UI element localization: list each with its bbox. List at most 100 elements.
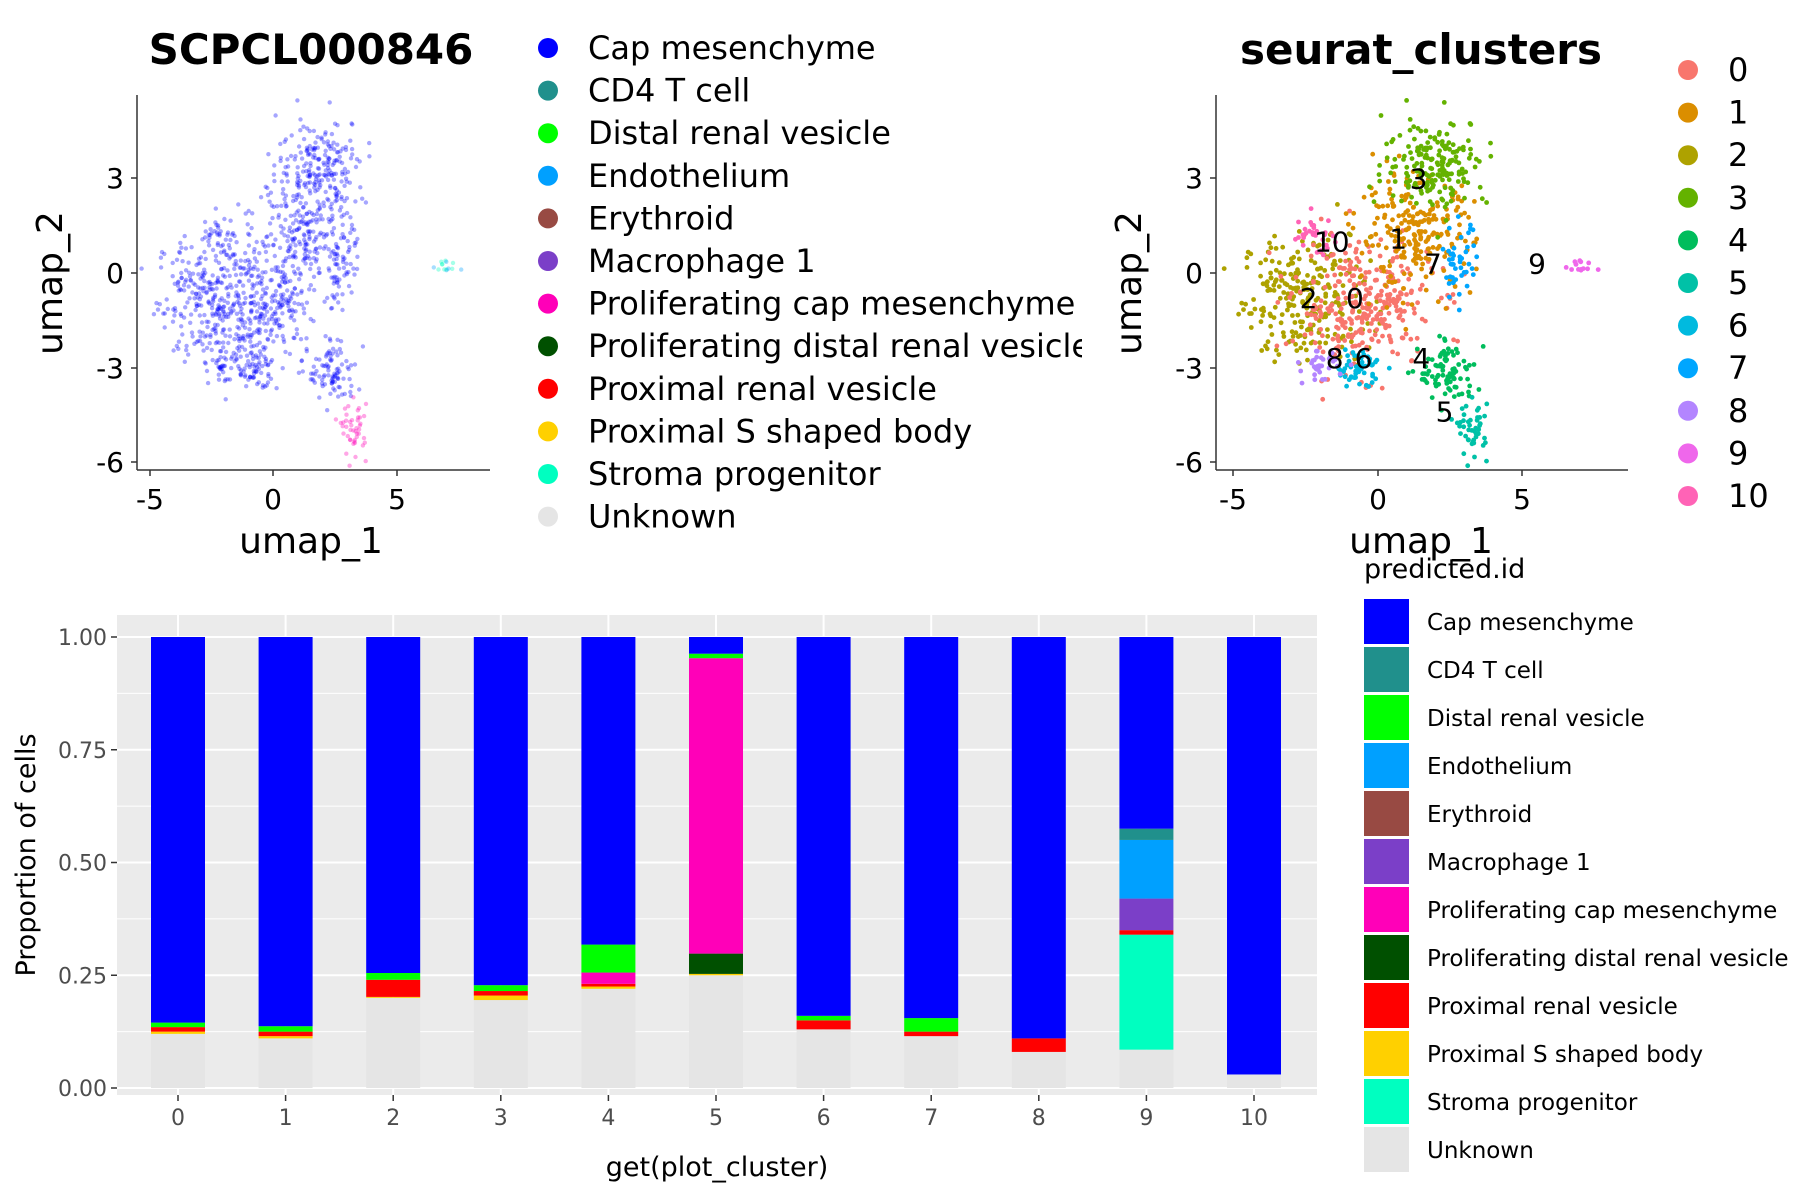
umap-left-point <box>307 143 312 149</box>
umap-right-point <box>1276 284 1282 289</box>
umap-right-point <box>1578 259 1584 265</box>
umap-left-point <box>325 142 331 147</box>
umap-left-point <box>207 285 212 290</box>
umap-left-point <box>326 364 331 369</box>
umap-left-point <box>257 315 262 320</box>
umap-left-point <box>193 291 199 297</box>
umap-left-point <box>357 387 362 392</box>
umap-left-point <box>264 309 270 314</box>
umap-right-point <box>1340 312 1345 317</box>
umap-left-point <box>217 298 223 303</box>
umap-left-point <box>207 232 213 238</box>
umap-left-x-ticks: -5 0 5 <box>136 470 406 516</box>
umap-right-point <box>1453 154 1459 160</box>
umap-right-point <box>1482 413 1487 419</box>
umap-left-point <box>295 180 300 185</box>
umap-left-point <box>314 217 319 222</box>
umap-left-point <box>255 381 260 387</box>
umap-right-point <box>1283 341 1289 347</box>
bar-segment <box>904 1018 959 1032</box>
umap-left-point <box>334 278 340 283</box>
umap-left-point <box>299 290 304 295</box>
umap-left-point <box>196 302 202 308</box>
umap-right-point <box>1333 239 1338 245</box>
umap-right-point <box>1338 319 1344 324</box>
umap-right-point <box>1319 274 1325 280</box>
umap-right-point <box>1330 233 1336 239</box>
umap-left-point <box>278 305 283 310</box>
umap-right-legend-label: 7 <box>1728 349 1748 387</box>
umap-left-point <box>367 154 372 159</box>
umap-right-point <box>1295 278 1301 284</box>
umap-left-point <box>265 363 270 368</box>
umap-left-point <box>331 226 337 231</box>
umap-right-point <box>1468 417 1473 423</box>
umap-left-point <box>280 191 285 196</box>
umap-right-point <box>1466 261 1472 267</box>
umap-left-point <box>289 133 294 138</box>
umap-left-point <box>265 321 270 326</box>
umap-right-point <box>1374 267 1380 273</box>
umap-right-cluster-label: 2 <box>1300 282 1318 315</box>
umap-left-point <box>309 371 314 376</box>
umap-left-point <box>320 377 325 383</box>
bar-segment <box>1227 1074 1281 1088</box>
umap-right-point <box>1465 180 1471 186</box>
umap-right-point <box>1346 332 1351 338</box>
umap-left-point <box>319 178 325 183</box>
umap-left-point <box>337 208 343 213</box>
umap-left-point <box>254 239 259 245</box>
umap-left-point <box>320 383 325 389</box>
umap-right-point <box>1378 237 1384 243</box>
umap-left-legend-key <box>538 123 558 144</box>
umap-right-point <box>1318 355 1324 361</box>
umap-right-point <box>1595 267 1601 272</box>
umap-right-point <box>1449 157 1455 163</box>
umap-left-point <box>200 237 205 242</box>
bar-segment <box>366 979 421 997</box>
umap-left-point <box>317 357 322 362</box>
umap-left-point <box>299 358 305 363</box>
bar-chart-xtick-label: 3 <box>494 1106 508 1131</box>
umap-left-point <box>293 197 298 203</box>
umap-right-point <box>1373 359 1378 365</box>
umap-left-point <box>345 238 350 244</box>
umap-left-point <box>238 258 243 263</box>
umap-right-point <box>1484 200 1489 205</box>
umap-left-point <box>345 169 351 175</box>
umap-left-point <box>331 140 336 145</box>
umap-left-point <box>295 227 300 233</box>
umap-right-point <box>1462 210 1467 216</box>
umap-left-point <box>314 368 319 374</box>
umap-right-point <box>1305 287 1311 292</box>
umap-left-point <box>301 136 307 142</box>
umap-left-point <box>338 339 344 344</box>
umap-left-point <box>266 317 272 322</box>
umap-left-point <box>251 330 257 335</box>
umap-left-point <box>242 366 247 371</box>
bar-chart-xtick-label: 6 <box>817 1106 831 1131</box>
umap-left-point <box>285 164 291 169</box>
umap-right-point <box>1434 200 1440 206</box>
umap-left-point <box>188 320 193 325</box>
umap-left-point <box>356 406 362 411</box>
umap-right-point <box>1448 198 1454 204</box>
umap-left-point <box>313 189 318 194</box>
bar-segment <box>796 1029 851 1088</box>
umap-right-point <box>1221 266 1227 271</box>
umap-right-point <box>1329 308 1335 313</box>
umap-left-point <box>271 311 276 317</box>
umap-left-point <box>314 220 319 225</box>
bar-chart-xtick-label: 4 <box>601 1106 615 1131</box>
umap-right-point <box>1264 346 1270 352</box>
umap-left-point <box>241 336 246 341</box>
umap-right-point <box>1301 287 1307 293</box>
umap-left-point <box>344 424 349 429</box>
umap-right-point <box>1444 201 1450 207</box>
umap-left-point <box>334 256 339 262</box>
umap-left-point <box>301 258 306 263</box>
umap-right-point <box>1268 245 1274 251</box>
umap-left-point <box>220 242 226 248</box>
umap-left-point <box>283 280 288 285</box>
bar-chart-legend-key <box>1364 839 1409 884</box>
